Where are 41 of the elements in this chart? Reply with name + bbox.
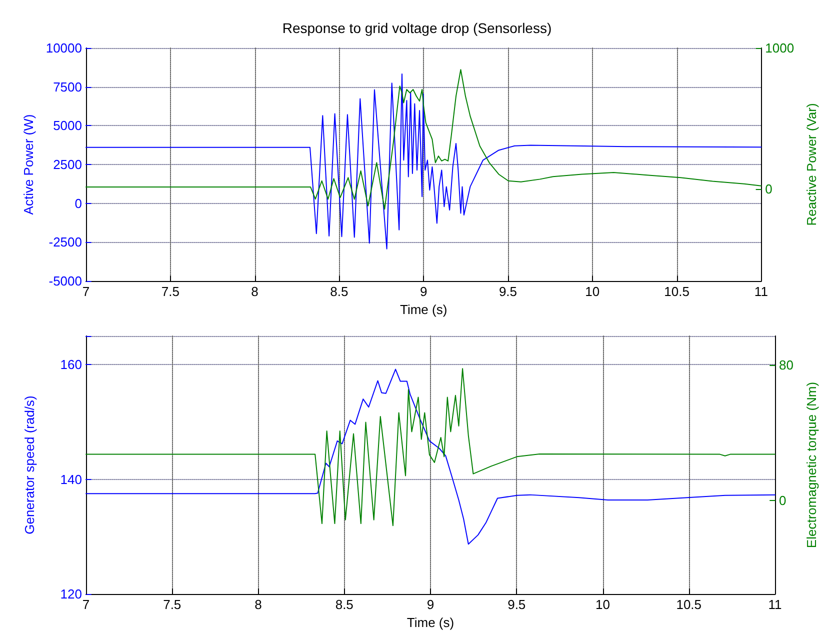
x-tick-label: 10 (596, 597, 610, 612)
x-tick-label: 10.5 (664, 284, 690, 299)
x-tick-label: 8 (254, 597, 262, 612)
y2-tick-label: 0 (765, 182, 772, 197)
y-tick-label: -5000 (48, 274, 82, 288)
y2-axis-title: Electromagnetic torque (Nm) (804, 382, 819, 548)
x-tick-label: 9 (420, 284, 428, 299)
x-tick-label: 10.5 (676, 597, 702, 612)
x-tick-label: 9.5 (508, 597, 526, 612)
y-tick-label: 0 (74, 196, 82, 211)
x-axis-title: Time (s) (406, 615, 454, 630)
x-tick-label: 7 (82, 597, 90, 612)
x-tick-label: 7 (82, 284, 90, 299)
line-series (86, 73, 762, 250)
y2-tick-label: 1000 (765, 40, 794, 56)
x-tick-label: 8 (251, 284, 258, 299)
x-tick-label: 9.5 (498, 284, 518, 299)
x-tick-label: 11 (768, 597, 782, 612)
y-tick-label: -2500 (48, 234, 82, 250)
x-tick-label: 10 (585, 284, 600, 299)
y-tick-label: 5000 (53, 118, 82, 134)
x-tick-label: 8.5 (330, 284, 348, 299)
x-tick-label: 11 (754, 284, 768, 299)
y-tick-label: 140 (60, 472, 82, 487)
y2-tick-label: 80 (779, 357, 794, 372)
y-tick-label: 7500 (53, 79, 82, 94)
x-tick-label: 7.5 (161, 284, 180, 299)
line-series (86, 69, 762, 210)
y-tick-label: 120 (60, 586, 82, 602)
x-tick-label: 9 (426, 597, 434, 612)
x-tick-label: 7.5 (163, 597, 182, 612)
y-axis-title: Active Power (W) (20, 114, 36, 215)
y-tick-label: 2500 (53, 157, 82, 172)
y2-tick-label: 0 (779, 493, 786, 508)
y-tick-label: 10000 (46, 40, 82, 56)
y2-axis-title: Reactive Power (Var) (804, 103, 819, 226)
x-tick-label: 8.5 (335, 597, 354, 612)
y-axis-title: Generator speed (rad/s) (22, 396, 37, 534)
x-axis-title: Time (s) (400, 302, 448, 317)
y-tick-label: 160 (60, 357, 82, 372)
chart-title: Response to grid voltage drop (Sensorless) (282, 20, 552, 36)
